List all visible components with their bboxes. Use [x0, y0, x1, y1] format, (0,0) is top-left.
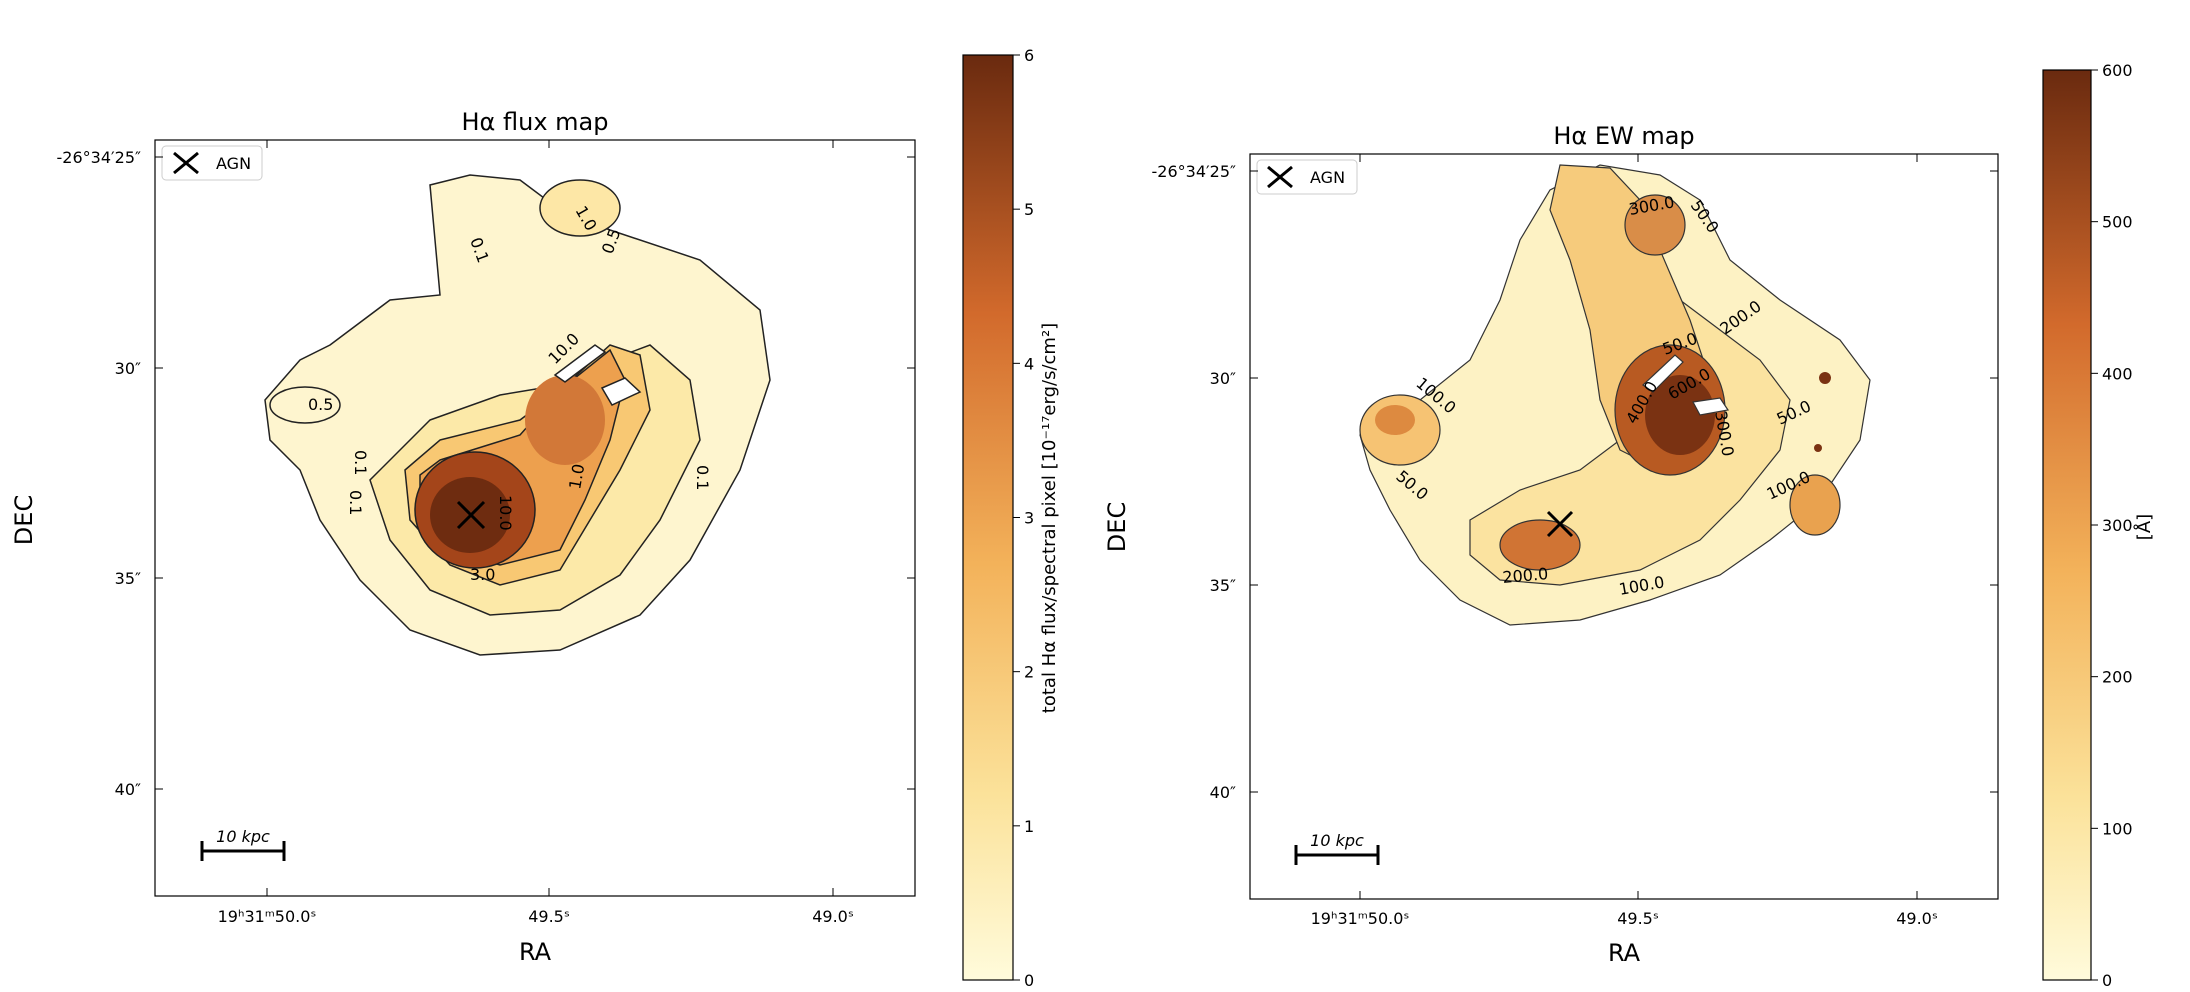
colorbar-ticks: 0 1 2 3 4 5 6	[1013, 46, 1034, 990]
x-ticks-flux: 19ʰ31ᵐ50.0ˢ 49.5ˢ 49.0ˢ	[218, 140, 854, 926]
colorbar-tick-label: 300	[2102, 516, 2133, 535]
scalebar-ew	[1294, 845, 1380, 865]
colorbar-tick-label: 2	[1024, 663, 1034, 682]
x-tick-label: 49.5ˢ	[1617, 909, 1659, 928]
chart-title: Hα EW map	[1553, 122, 1694, 150]
colorbar-ew: 0 100 200 300 400 500 600 [Å]	[2042, 61, 2155, 990]
colorbar-tick-label: 1	[1024, 817, 1034, 836]
panel-ew: 300.0 50.0 200.0 50.0 400.0 600.0 300.0 …	[1103, 61, 2155, 990]
legend-agn-label: AGN	[1310, 168, 1345, 187]
scalebar-flux	[200, 841, 286, 861]
colorbar-tick-label: 6	[1024, 46, 1034, 65]
colorbar-tick-label: 200	[2102, 668, 2133, 687]
legend-flux: AGN	[161, 145, 263, 181]
contour-label: 10.0	[496, 495, 515, 531]
contour-label: 1.0	[565, 462, 588, 490]
colorbar-tick-label: 0	[1024, 971, 1034, 990]
colorbar-tick-label: 100	[2102, 819, 2133, 838]
legend-agn-label: AGN	[216, 154, 251, 173]
colorbar-tick-label: 4	[1024, 354, 1034, 373]
y-ticks-ew: -26°34′25″ 30″ 35″ 40″	[1152, 162, 1998, 802]
x-tick-label: 49.5ˢ	[528, 907, 570, 926]
legend-agn-marker	[173, 151, 199, 175]
y-tick-label: 30″	[115, 359, 141, 378]
agn-marker	[456, 500, 486, 530]
x-axis-label: RA	[1608, 939, 1641, 967]
scalebar-label: 10 kpc	[216, 827, 270, 846]
contour-label: 0.1	[346, 490, 365, 515]
y-axis-label: DEC	[10, 495, 38, 545]
y-tick-label: 35″	[1210, 576, 1236, 595]
colorbar-label: total Hα flux/spectral pixel [10⁻¹⁷erg/s…	[1039, 323, 1060, 713]
chart-title: Hα flux map	[462, 108, 609, 136]
colorbar-tick-label: 500	[2102, 213, 2133, 232]
y-ticks-flux: -26°34′25″ 30″ 35″ 40″	[57, 148, 915, 799]
contour-label: 0.1	[693, 465, 712, 490]
legend-agn-marker	[1267, 165, 1293, 189]
contour-label: 200.0	[1502, 564, 1549, 587]
agn-marker	[1546, 510, 1574, 538]
flux-contour-labels: 0.1 0.1 0.1 0.1 0.5 0.5 1.0 1.0 3.0 10.0…	[308, 203, 712, 585]
x-tick-label: 19ʰ31ᵐ50.0ˢ	[1311, 909, 1410, 928]
colorbar-ticks: 0 100 200 300 400 500 600	[2091, 61, 2133, 990]
colorbar-label: [Å]	[2133, 514, 2155, 540]
x-axis-label: RA	[519, 938, 552, 966]
scalebar-label: 10 kpc	[1310, 831, 1364, 850]
y-tick-label: -26°34′25″	[57, 148, 141, 167]
contour-label: 3.0	[470, 565, 495, 584]
y-tick-label: 35″	[115, 569, 141, 588]
x-tick-label: 49.0ˢ	[1896, 909, 1938, 928]
x-tick-label: 49.0ˢ	[812, 907, 854, 926]
colorbar-tick-label: 600	[2102, 61, 2133, 80]
y-tick-label: 30″	[1210, 369, 1236, 388]
colorbar-tick-label: 3	[1024, 509, 1034, 528]
x-ticks-ew: 19ʰ31ᵐ50.0ˢ 49.5ˢ 49.0ˢ	[1311, 154, 1938, 928]
contour-label: 0.1	[351, 450, 370, 475]
panel-flux: 0.1 0.1 0.1 0.1 0.5 0.5 1.0 1.0 3.0 10.0…	[10, 46, 1060, 990]
y-tick-label: -26°34′25″	[1152, 162, 1236, 181]
x-tick-label: 19ʰ31ᵐ50.0ˢ	[218, 907, 317, 926]
colorbar-gradient	[962, 54, 1014, 981]
colorbar-tick-label: 400	[2102, 364, 2133, 383]
y-tick-label: 40″	[115, 780, 141, 799]
y-tick-label: 40″	[1210, 783, 1236, 802]
colorbar-tick-label: 5	[1024, 200, 1034, 219]
colorbar-gradient	[2042, 69, 2092, 981]
legend-ew: AGN	[1256, 159, 1358, 195]
contour-label: 0.5	[308, 395, 333, 414]
y-axis-label: DEC	[1103, 502, 1131, 552]
colorbar-tick-label: 0	[2102, 971, 2112, 990]
colorbar-flux: 0 1 2 3 4 5 6 total Hα flux/spectral pixel [10…	[962, 46, 1060, 990]
